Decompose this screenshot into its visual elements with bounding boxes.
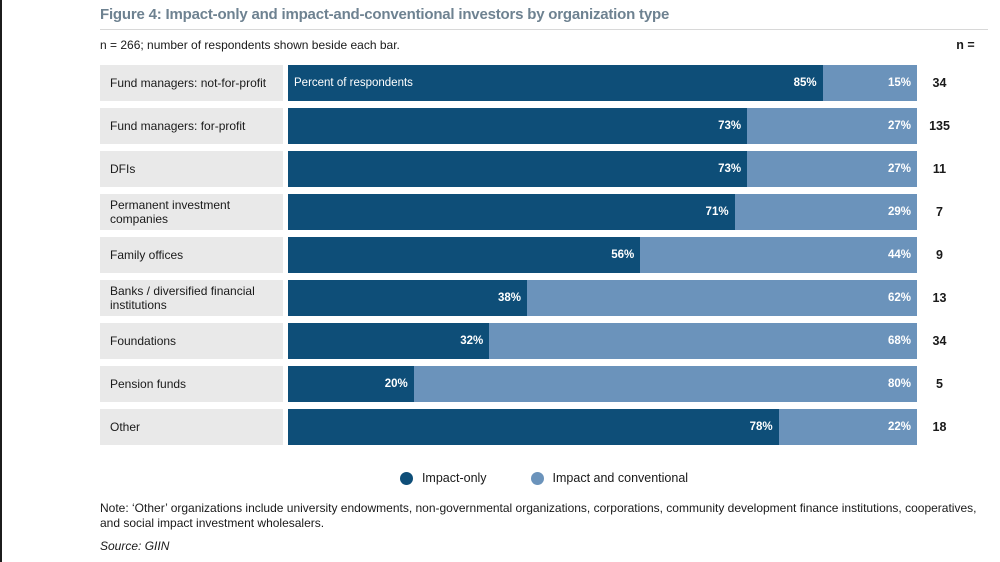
stacked-bar: 71% 29% — [288, 194, 917, 230]
impact-only-segment: 20% — [288, 366, 414, 402]
n-value: 34 — [932, 334, 947, 348]
n-value: 13 — [932, 291, 947, 305]
impact-only-value: 71% — [705, 206, 729, 218]
stacked-bar: 73% 27% — [288, 151, 917, 187]
impact-only-value: 73% — [718, 163, 742, 175]
category-label: Fund managers: not-for-profit — [100, 65, 283, 101]
stacked-bar: 73% 27% — [288, 108, 917, 144]
table-row: DFIs 73% 27% 11 — [100, 151, 988, 187]
table-row: Fund managers: not-for-profit Percent of … — [100, 65, 988, 101]
impact-only-value: 85% — [793, 77, 817, 89]
impact-only-segment: Percent of respondents 85% — [288, 65, 823, 101]
table-row: Permanent investment companies 71% 29% 7 — [100, 194, 988, 230]
category-label: DFIs — [100, 151, 283, 187]
figure-note: Note: ‘Other’ organizations include univ… — [100, 501, 977, 531]
impact-and-conventional-value: 29% — [887, 206, 911, 218]
category-label: Foundations — [100, 323, 283, 359]
figure-title: Figure 4: Impact-only and impact-and-con… — [100, 6, 670, 23]
figure-source: Source: GIIN — [100, 538, 170, 553]
subtitle-row: n = 266; number of respondents shown bes… — [100, 38, 988, 52]
impact-only-segment: 32% — [288, 323, 490, 359]
impact-only-value: 78% — [749, 421, 773, 433]
impact-and-conventional-value: 22% — [887, 421, 911, 433]
impact-and-conventional-value: 80% — [887, 378, 911, 390]
impact-and-conventional-segment: 80% — [413, 366, 917, 402]
legend-label: Impact-only — [421, 471, 487, 485]
legend-item: Impact-only — [399, 471, 487, 485]
category-label: Banks / diversified financial institutio… — [100, 280, 283, 316]
table-row: Foundations 32% 68% 34 — [100, 323, 988, 359]
stacked-bar: 56% 44% — [288, 237, 917, 273]
n-value: 11 — [932, 162, 947, 176]
n-value: 7 — [936, 205, 943, 219]
impact-and-conventional-segment: 62% — [527, 280, 917, 316]
impact-only-value: 56% — [611, 249, 635, 261]
legend-item: Impact and conventional — [530, 471, 689, 485]
category-label: Other — [100, 409, 283, 445]
figure-subtitle: n = 266; number of respondents shown bes… — [100, 38, 400, 52]
figure-container: Figure 4: Impact-only and impact-and-con… — [100, 6, 988, 553]
impact-only-segment: 78% — [288, 409, 779, 445]
n-column-header: n = — [956, 38, 975, 52]
stacked-bar: Percent of respondents 85% 15% — [288, 65, 917, 101]
bar-chart: Fund managers: not-for-profit Percent of … — [100, 65, 988, 445]
table-row: Banks / diversified financial institutio… — [100, 280, 988, 316]
impact-and-conventional-value: 27% — [887, 120, 911, 132]
table-row: Other 78% 22% 18 — [100, 409, 988, 445]
category-label: Family offices — [100, 237, 283, 273]
impact-only-segment: 73% — [288, 151, 748, 187]
stacked-bar: 20% 80% — [288, 366, 917, 402]
impact-only-segment: 38% — [288, 280, 528, 316]
n-value: 34 — [932, 76, 947, 90]
impact-and-conventional-segment: 15% — [822, 65, 917, 101]
impact-only-value: 38% — [497, 292, 522, 304]
impact-and-conventional-value: 15% — [887, 77, 911, 89]
impact-and-conventional-value: 44% — [887, 249, 911, 261]
impact-only-segment: 73% — [288, 108, 748, 144]
impact-and-conventional-segment: 22% — [778, 409, 917, 445]
category-label: Pension funds — [100, 366, 283, 402]
table-row: Pension funds 20% 80% 5 — [100, 366, 988, 402]
category-label: Permanent investment companies — [100, 194, 283, 230]
stacked-bar: 38% 62% — [288, 280, 917, 316]
legend-swatch-icon — [399, 471, 413, 485]
n-value: 135 — [929, 119, 950, 133]
category-label: Fund managers: for-profit — [100, 108, 283, 144]
impact-and-conventional-segment: 27% — [747, 108, 917, 144]
n-value: 9 — [936, 248, 943, 262]
title-divider — [100, 29, 988, 30]
n-value: 18 — [932, 420, 947, 434]
impact-only-segment: 71% — [288, 194, 735, 230]
impact-only-segment: 56% — [288, 237, 641, 273]
bar-annotation: Percent of respondents — [294, 77, 413, 89]
impact-only-value: 20% — [384, 378, 408, 390]
legend: Impact-only Impact and conventional — [100, 471, 988, 485]
page-edge-line — [0, 0, 2, 562]
impact-only-value: 73% — [718, 120, 742, 132]
impact-and-conventional-value: 27% — [887, 163, 911, 175]
impact-only-value: 32% — [460, 335, 484, 347]
stacked-bar: 78% 22% — [288, 409, 917, 445]
impact-and-conventional-segment: 68% — [489, 323, 917, 359]
table-row: Family offices 56% 44% 9 — [100, 237, 988, 273]
impact-and-conventional-segment: 44% — [640, 237, 917, 273]
stacked-bar: 32% 68% — [288, 323, 917, 359]
impact-and-conventional-segment: 29% — [734, 194, 917, 230]
legend-swatch-icon — [530, 471, 544, 485]
legend-label: Impact and conventional — [552, 471, 689, 485]
impact-and-conventional-value: 68% — [887, 335, 911, 347]
impact-and-conventional-segment: 27% — [747, 151, 917, 187]
n-value: 5 — [936, 377, 943, 391]
table-row: Fund managers: for-profit 73% 27% 135 — [100, 108, 988, 144]
impact-and-conventional-value: 62% — [887, 292, 911, 304]
